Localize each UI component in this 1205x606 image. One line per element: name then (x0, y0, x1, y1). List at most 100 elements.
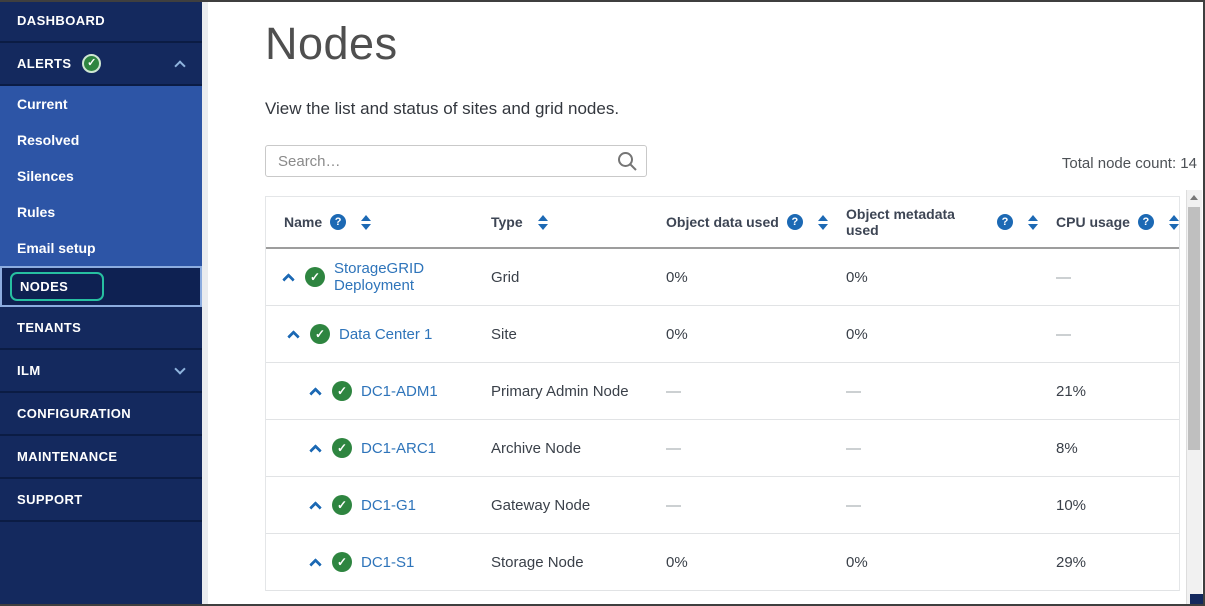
scrollbar-thumb[interactable] (1188, 207, 1200, 450)
help-icon[interactable] (330, 214, 347, 230)
vertical-scrollbar[interactable] (1186, 190, 1202, 606)
table-row: DC1-G1 Gateway Node — — 10% (266, 477, 1179, 534)
cell-type: Site (491, 325, 517, 343)
cell-type: Gateway Node (491, 496, 591, 514)
table-body: StorageGRID Deployment Grid 0% 0% — Data… (266, 249, 1179, 591)
sidebar: DASHBOARD ALERTS Current Resolved Silenc… (0, 0, 202, 606)
collapse-chevron-icon[interactable] (309, 442, 322, 457)
submenu-label: Rules (17, 204, 56, 220)
search-icon[interactable] (616, 150, 638, 172)
node-link[interactable]: Data Center 1 (339, 325, 433, 343)
column-header-type[interactable]: Type (473, 214, 648, 230)
page-subtitle: View the list and status of sites and gr… (265, 99, 620, 118)
cell-cpu-usage: 10% (1056, 496, 1087, 514)
cell-object-metadata-used: — (846, 496, 861, 514)
sidebar-item-rules[interactable]: Rules (0, 194, 202, 230)
sidebar-item-tenants[interactable]: TENANTS (0, 307, 202, 350)
chevron-down-icon[interactable] (174, 363, 186, 375)
sidebar-item-current[interactable]: Current (0, 86, 202, 122)
cell-object-data-used: — (666, 496, 681, 514)
green-check-badge-icon (82, 54, 102, 73)
column-label: Name (284, 214, 323, 230)
table-row: DC1-S1 Storage Node 0% 0% 29% (266, 534, 1179, 591)
cell-type: Grid (491, 268, 520, 286)
cell-cpu-usage: 8% (1056, 439, 1078, 457)
cell-cpu-usage: 21% (1056, 382, 1087, 400)
submenu-label: Silences (17, 168, 74, 184)
sidebar-item-label: TENANTS (17, 320, 82, 335)
cell-object-metadata-used: 0% (846, 325, 868, 343)
sidebar-item-ilm[interactable]: ILM (0, 350, 202, 393)
column-label: CPU usage (1056, 214, 1130, 230)
node-link[interactable]: DC1-ADM1 (361, 382, 438, 400)
sort-icon[interactable] (1168, 214, 1179, 230)
name-cell: DC1-ADM1 (266, 381, 473, 401)
cell-cpu-usage: — (1056, 268, 1071, 286)
status-check-icon (305, 267, 325, 287)
sidebar-item-alerts[interactable]: ALERTS (0, 43, 202, 86)
sort-icon[interactable] (817, 214, 828, 230)
sidebar-item-label: ILM (17, 363, 41, 378)
cell-type: Storage Node (491, 553, 584, 571)
search-input[interactable] (265, 145, 647, 177)
help-icon[interactable] (1137, 214, 1154, 230)
sidebar-item-dashboard[interactable]: DASHBOARD (0, 0, 202, 43)
node-link[interactable]: DC1-ARC1 (361, 439, 437, 457)
status-check-icon (332, 495, 352, 515)
column-header-object-data-used[interactable]: Object data used (648, 214, 828, 230)
sidebar-item-label: MAINTENANCE (17, 449, 118, 464)
column-header-object-metadata-used[interactable]: Object metadata used (828, 206, 1038, 238)
column-label: Object data used (666, 214, 779, 230)
cell-object-data-used: 0% (666, 325, 688, 343)
sidebar-item-maintenance[interactable]: MAINTENANCE (0, 436, 202, 479)
collapse-chevron-icon[interactable] (309, 556, 322, 571)
cell-object-data-used: 0% (666, 553, 688, 571)
sort-icon[interactable] (361, 214, 372, 230)
cell-object-metadata-used: — (846, 382, 861, 400)
cell-object-data-used: — (666, 439, 681, 457)
table-row: DC1-ARC1 Archive Node — — 8% (266, 420, 1179, 477)
column-header-name[interactable]: Name (266, 214, 473, 230)
sidebar-item-label: ALERTS (17, 56, 72, 71)
sidebar-item-support[interactable]: SUPPORT (0, 479, 202, 522)
collapse-chevron-icon[interactable] (309, 385, 322, 400)
chevron-up-icon[interactable] (174, 59, 186, 72)
node-link[interactable]: StorageGRID Deployment (334, 260, 425, 294)
cell-type: Archive Node (491, 439, 582, 457)
column-header-cpu-usage[interactable]: CPU usage (1038, 214, 1179, 230)
cell-type: Primary Admin Node (491, 382, 629, 400)
cell-object-data-used: 0% (666, 268, 688, 286)
collapse-chevron-icon[interactable] (287, 328, 300, 343)
table-header-row: Name Type Object data used Object metada… (266, 197, 1179, 249)
name-cell: DC1-G1 (266, 495, 473, 515)
sidebar-item-silences[interactable]: Silences (0, 158, 202, 194)
collapse-chevron-icon[interactable] (309, 499, 322, 514)
sidebar-item-configuration[interactable]: CONFIGURATION (0, 393, 202, 436)
cell-object-metadata-used: 0% (846, 268, 868, 286)
node-link[interactable]: DC1-G1 (361, 496, 417, 514)
collapse-chevron-icon[interactable] (282, 271, 295, 286)
sidebar-item-label: SUPPORT (17, 492, 83, 507)
sidebar-item-email-setup[interactable]: Email setup (0, 230, 202, 266)
name-cell: DC1-S1 (266, 552, 473, 572)
scroll-up-arrow-icon[interactable] (1190, 195, 1198, 200)
sort-icon[interactable] (537, 214, 548, 230)
page-title: Nodes (265, 18, 398, 69)
help-icon[interactable] (786, 214, 803, 230)
node-link[interactable]: DC1-S1 (361, 553, 415, 571)
name-cell: DC1-ARC1 (266, 438, 473, 458)
submenu-label: Resolved (17, 132, 80, 148)
main-content: Nodes View the list and status of sites … (208, 0, 1205, 606)
status-check-icon (332, 552, 352, 572)
search-box (265, 145, 647, 177)
submenu-label: Email setup (17, 240, 96, 256)
sidebar-item-nodes[interactable]: NODES (0, 266, 202, 307)
column-label: Object metadata used (846, 206, 955, 238)
alerts-submenu: Current Resolved Silences Rules Email se… (0, 86, 202, 266)
cell-object-metadata-used: 0% (846, 553, 868, 571)
sidebar-item-resolved[interactable]: Resolved (0, 122, 202, 158)
sort-icon[interactable] (1028, 214, 1038, 230)
help-icon[interactable] (997, 214, 1013, 230)
focus-ring: NODES (10, 272, 105, 301)
column-label: Type (491, 214, 523, 230)
